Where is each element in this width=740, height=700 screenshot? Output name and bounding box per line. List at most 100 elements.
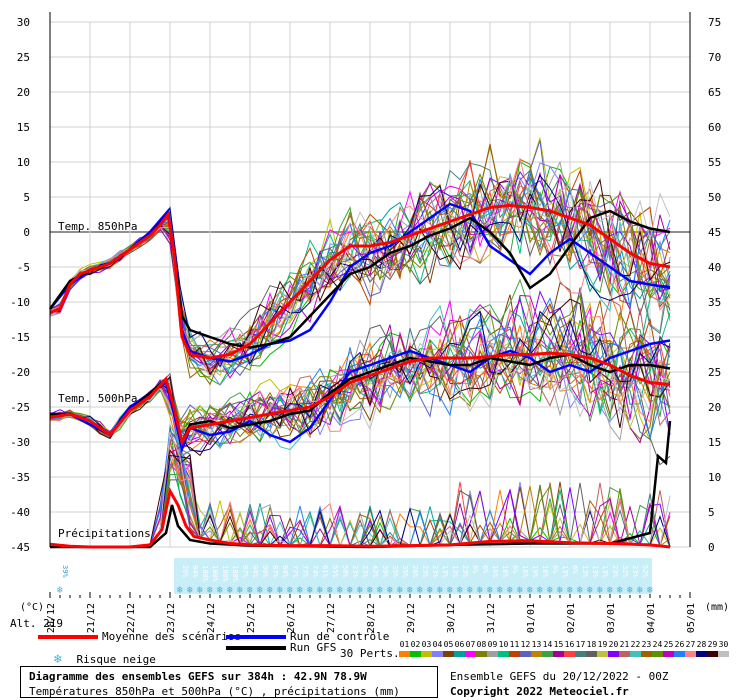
pert-swatch bbox=[652, 651, 663, 657]
snow-risk-value: 39% bbox=[61, 565, 69, 578]
snowflake-icon: ❄ bbox=[307, 585, 314, 596]
pert-number: 04 bbox=[432, 640, 443, 649]
right-tick-label: 35 bbox=[708, 296, 721, 309]
right-tick-label: 60 bbox=[708, 121, 721, 134]
snowflake-icon: ❄ bbox=[337, 585, 344, 596]
snowflake-icon: ❄ bbox=[497, 585, 504, 596]
main-series-lines bbox=[48, 202, 672, 549]
date-tick-label: 23/12 bbox=[166, 603, 177, 633]
label-precip: Précipitations bbox=[58, 527, 151, 540]
pert-swatch bbox=[443, 651, 454, 657]
left-tick-label: -5 bbox=[17, 261, 30, 274]
footer-box: Diagramme des ensembles GEFS sur 384h : … bbox=[20, 666, 438, 698]
legend-mean: Moyenne des scénarios bbox=[38, 630, 241, 643]
left-tick-label: -20 bbox=[10, 366, 30, 379]
snowflake-icon: ❄ bbox=[457, 585, 464, 596]
right-tick-label: 10 bbox=[708, 471, 721, 484]
right-tick-label: 70 bbox=[708, 51, 721, 64]
right-tick-label: 45 bbox=[708, 226, 721, 239]
date-tick-label: 04/01 bbox=[646, 603, 657, 633]
left-tick-label: 15 bbox=[17, 121, 30, 134]
snow-risk-value: 35% bbox=[391, 565, 399, 578]
snow-risk-value: 13% bbox=[441, 565, 449, 578]
legend-gfs-label: Run GFS bbox=[290, 641, 337, 654]
snow-risk-value: 6% bbox=[551, 565, 559, 574]
snowflake-icon: ❄ bbox=[367, 585, 374, 596]
label-t500: Temp. 500hPa bbox=[58, 392, 137, 405]
snowflake-icon: ❄ bbox=[417, 585, 424, 596]
right-tick-label: 50 bbox=[708, 191, 721, 204]
copyright: Copyright 2022 Meteociel.fr bbox=[450, 685, 629, 698]
pert-swatch bbox=[509, 651, 520, 657]
left-tick-label: 10 bbox=[17, 156, 30, 169]
pert-swatch bbox=[432, 651, 443, 657]
pert-number: 11 bbox=[509, 640, 520, 649]
pert-swatch bbox=[575, 651, 586, 657]
snow-risk-value: 100% bbox=[211, 565, 219, 583]
date-tick-label: 27/12 bbox=[326, 603, 337, 633]
pert-number: 17 bbox=[575, 640, 586, 649]
snowflake-icon: ❄ bbox=[237, 585, 244, 596]
pert-number: 20 bbox=[608, 640, 619, 649]
pert-number: 21 bbox=[619, 640, 630, 649]
pert-swatch bbox=[399, 651, 410, 657]
pert-swatch bbox=[674, 651, 685, 657]
date-tick-label: 29/12 bbox=[406, 603, 417, 633]
snowflake-icon: ❄ bbox=[647, 585, 654, 596]
pert-swatch bbox=[597, 651, 608, 657]
date-tick-label: 26/12 bbox=[286, 603, 297, 633]
pert-number: 10 bbox=[498, 640, 509, 649]
snowflake-icon: ❄ bbox=[297, 585, 304, 596]
snowflake-icon: ❄ bbox=[547, 585, 554, 596]
right-tick-label: 30 bbox=[708, 331, 721, 344]
pert-swatch bbox=[487, 651, 498, 657]
snowflake-icon: ❄ bbox=[467, 585, 474, 596]
pert-swatch bbox=[454, 651, 465, 657]
snow-risk-value: 13% bbox=[601, 565, 609, 578]
snow-risk-value: 19% bbox=[531, 565, 539, 578]
pert-number: 08 bbox=[476, 640, 487, 649]
snowflake-icon: ❄ bbox=[637, 585, 644, 596]
altitude-label: Alt. 219 bbox=[10, 617, 63, 630]
snowflake-icon: ❄ bbox=[317, 585, 324, 596]
snow-risk-value: 16% bbox=[541, 565, 549, 578]
snowflake-icon: ❄ bbox=[627, 585, 634, 596]
snow-risk-band: 39% ❄ 26% ❄ 94% ❄ 100% ❄ 100% ❄ 100% ❄ 100% ❄ 97% ❄ 94% ❄… bbox=[57, 558, 659, 596]
snow-risk-value: 42% bbox=[371, 565, 379, 578]
snow-risk-value: 23% bbox=[461, 565, 469, 578]
snow-risk-value: 13% bbox=[581, 565, 589, 578]
snow-risk-value: 13% bbox=[451, 565, 459, 578]
chart-axes: -45-40-35-30-25-20-15-10-505101520253005… bbox=[10, 12, 721, 633]
snowflake-icon: ❄ bbox=[377, 585, 384, 596]
legend-control-swatch bbox=[226, 635, 286, 639]
right-tick-label: 5 bbox=[708, 506, 715, 519]
snow-risk-value: 77% bbox=[301, 565, 309, 578]
date-tick-label: 30/12 bbox=[446, 603, 457, 633]
snow-risk-value: 23% bbox=[361, 565, 369, 578]
pert-number: 14 bbox=[542, 640, 553, 649]
snow-risk-value: 55% bbox=[331, 565, 339, 578]
date-tick-label: 02/01 bbox=[566, 603, 577, 633]
pert-swatch bbox=[564, 651, 575, 657]
pert-number: 13 bbox=[531, 640, 542, 649]
pert-number: 05 bbox=[443, 640, 454, 649]
pert-number: 26 bbox=[674, 640, 685, 649]
snow-risk-value: 74% bbox=[311, 565, 319, 578]
snowflake-icon: ❄ bbox=[437, 585, 444, 596]
series-0-precip-line bbox=[49, 486, 671, 549]
snowflake-icon: ❄ bbox=[617, 585, 624, 596]
snow-risk-value: 52% bbox=[641, 565, 649, 578]
pert-swatch bbox=[520, 651, 531, 657]
pert-number: 19 bbox=[597, 640, 608, 649]
pert-swatch bbox=[685, 651, 696, 657]
pert-swatch bbox=[465, 651, 476, 657]
left-tick-label: 5 bbox=[23, 191, 30, 204]
right-tick-label: 15 bbox=[708, 436, 721, 449]
left-tick-label: 25 bbox=[17, 51, 30, 64]
snowflake-icon: ❄ bbox=[277, 585, 284, 596]
right-tick-label: 55 bbox=[708, 156, 721, 169]
left-tick-label: -40 bbox=[10, 506, 30, 519]
pert-number: 16 bbox=[564, 640, 575, 649]
snow-risk-value: 16% bbox=[501, 565, 509, 578]
legend-snow-label: Risque neige bbox=[76, 653, 156, 666]
